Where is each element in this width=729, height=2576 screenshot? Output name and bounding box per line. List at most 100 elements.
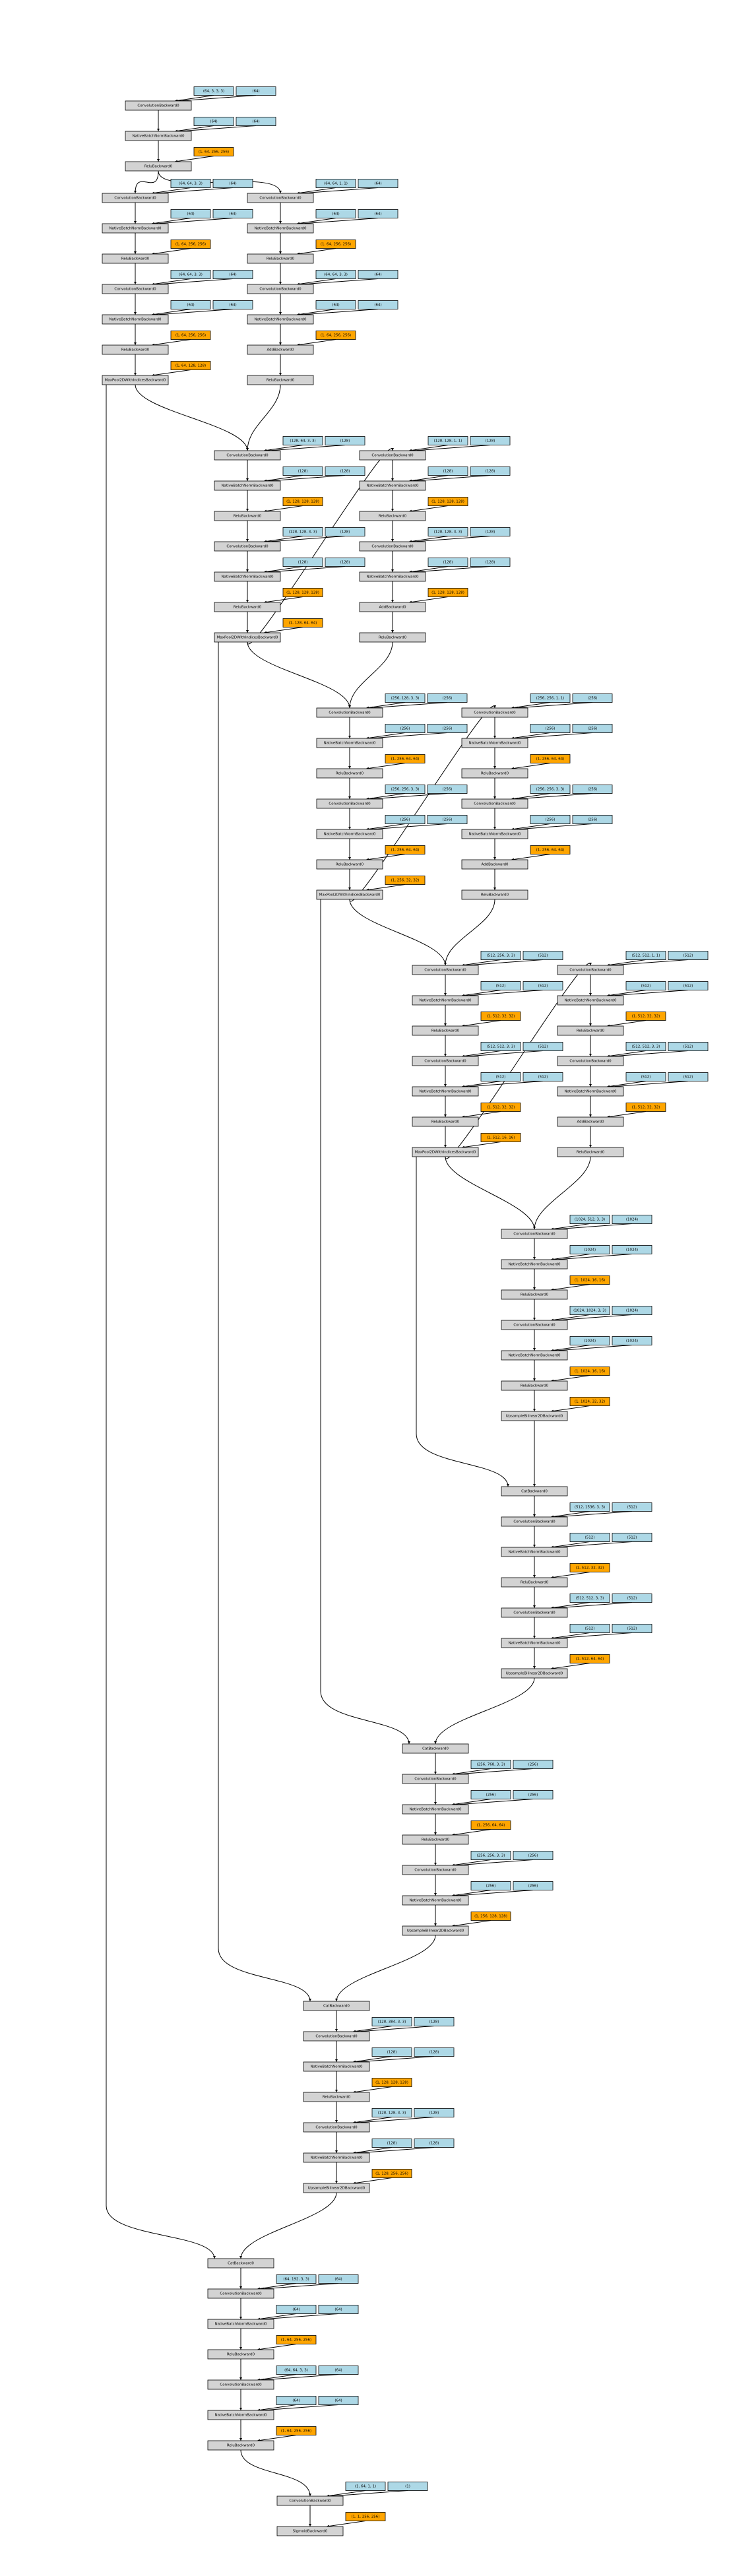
edge [369,823,448,831]
edge [554,1345,633,1352]
param-node-label: (64) [332,304,339,307]
op-node [125,161,192,172]
param-node [414,2047,455,2057]
edge [261,2404,339,2412]
op-label: NativeBatchNormBackward0 [565,1090,617,1094]
op-node [461,889,528,900]
op-node [207,2349,274,2360]
param-node [236,117,276,126]
saved-node-label: (1, 512, 64, 64) [576,1658,604,1661]
param-node-label: (64) [292,2399,300,2403]
op-label: ConvolutionBackward0 [414,1869,457,1873]
param-node [371,2017,412,2026]
edge [356,2117,435,2124]
op-node [316,707,383,718]
param-node-label: (256) [528,1793,538,1797]
op-node [102,284,169,294]
param-node-label: (128) [486,561,495,565]
edge [461,1111,501,1118]
edge [408,505,449,513]
edge [465,1050,544,1058]
param-node-label: (256) [443,697,453,701]
saved-node [470,1912,511,1921]
edge [554,1632,633,1640]
param-node [668,1072,709,1081]
edge [444,899,495,966]
param-node-label: (256) [443,788,453,792]
op-label: ReluBackward0 [336,772,364,776]
edge [606,1020,647,1027]
op-node [102,193,169,203]
param-node [212,179,253,188]
op-node [402,1834,469,1845]
saved-node [276,2335,317,2344]
param-node-label: (256) [486,1793,496,1797]
op-label: ReluBackward0 [422,1838,450,1842]
edge [554,1541,633,1549]
op-node [402,1774,469,1784]
param-node-label: (64) [334,2308,342,2312]
op-label: CatBackward0 [521,1490,548,1494]
edge [554,1254,633,1261]
param-node-label: (512) [496,984,506,988]
param-node [276,2305,317,2314]
saved-node-label: (1, 256, 128, 128) [474,1915,507,1919]
edge [240,2449,311,2497]
op-node [276,2526,344,2536]
op-node [412,1056,479,1066]
op-label: NativeBatchNormBackward0 [509,1642,561,1646]
op-label: NativeBatchNormBackward0 [311,2156,363,2160]
op-label: ConvolutionBackward0 [315,2126,358,2130]
param-node-label: (1024) [626,1339,638,1343]
param-node-label: (128) [443,561,453,565]
edge [451,1920,491,1927]
param-node [193,117,234,126]
op-label: CatBackward0 [228,2262,254,2266]
nodes: ConvolutionBackward0 (64, 3, 3, 3) (64) Nat… [102,86,709,2536]
op-label: ConvolutionBackward0 [259,197,301,201]
op-label: ConvolutionBackward0 [371,454,414,458]
edge [267,536,346,543]
op-label: ConvolutionBackward0 [513,1520,555,1524]
op-label: ReluBackward0 [379,515,407,519]
op-label: ReluBackward0 [379,636,407,640]
param-node-label: (128) [298,561,308,565]
op-label: NativeBatchNormBackward0 [367,484,419,488]
param-node [668,951,709,960]
saved-node [470,1820,511,1830]
param-node [625,1042,666,1051]
op-node [316,859,383,870]
param-node [371,2139,412,2148]
param-node-label: (512) [496,1076,506,1079]
op-node [247,223,314,234]
edge [412,445,491,452]
saved-node [385,876,426,885]
saved-node-label: (1, 128, 128, 128) [286,500,319,504]
param-node-label: (512) [538,984,548,988]
op-node [557,965,624,975]
param-node-label: (128, 384, 3, 3) [378,2020,406,2024]
op-node [207,2319,274,2329]
saved-node [569,1397,610,1406]
saved-node [371,2078,412,2087]
param-node-label: (512) [585,1627,595,1631]
saved-node [569,1275,610,1285]
op-node [207,2440,274,2451]
param-node [345,2482,386,2491]
param-node [385,815,426,824]
param-node [668,1042,709,1051]
edge [455,1768,534,1776]
edge [451,1829,491,1836]
param-node [427,785,468,794]
op-label: ReluBackward0 [481,893,509,897]
op-node [501,1320,568,1330]
op-label: NativeBatchNormBackward0 [469,742,521,746]
param-node-label: (1024) [626,1218,638,1222]
param-node [523,1042,563,1051]
param-node-label: (64, 64, 3, 3) [179,273,203,277]
param-node [612,1533,652,1542]
param-node-label: (128) [429,2051,439,2055]
param-node-label: (128, 128, 3, 3) [434,531,462,534]
edge [348,641,393,709]
param-node-label: (512) [538,1045,548,1049]
